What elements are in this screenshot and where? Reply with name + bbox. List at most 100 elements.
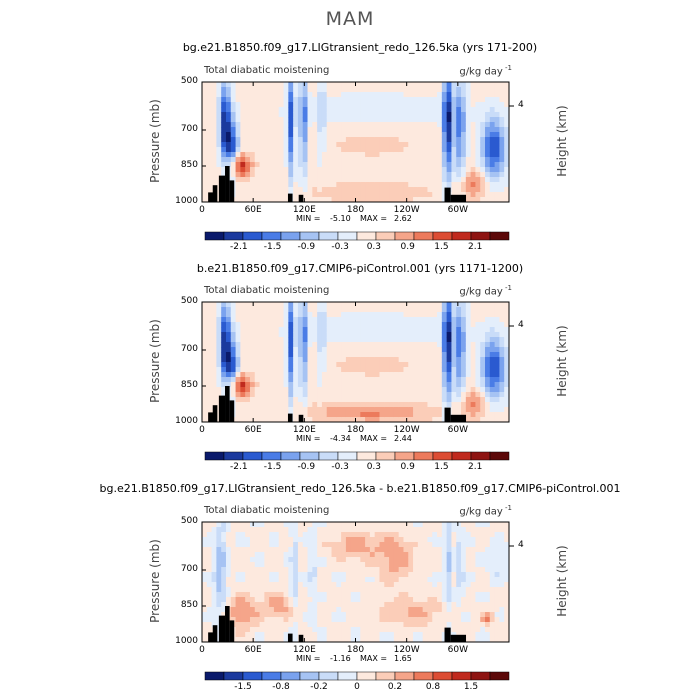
heatmap-cell (360, 547, 366, 553)
heatmap-cell (451, 112, 457, 118)
heatmap-cell (211, 357, 217, 363)
heatmap-cell (470, 532, 476, 538)
heatmap-cell (278, 572, 284, 578)
heatmap-cell (350, 582, 356, 588)
heatmap-cell (398, 417, 404, 423)
heatmap-cell (331, 622, 337, 628)
heatmap-cell (245, 377, 251, 383)
heatmap-cell (504, 387, 510, 393)
heatmap-cell (456, 137, 462, 143)
heatmap-cell (254, 617, 260, 623)
heatmap-cell (345, 312, 352, 318)
heatmap-cell (221, 82, 227, 88)
heatmap-cell (269, 82, 275, 88)
heatmap-cell (451, 362, 457, 368)
heatmap-cell (369, 82, 376, 88)
heatmap-cell (365, 412, 371, 418)
orography-block (287, 413, 293, 422)
heatmap-cell (211, 82, 217, 88)
heatmap-cell (211, 367, 217, 373)
heatmap-cell (475, 382, 481, 388)
heatmap-cell (365, 302, 371, 308)
heatmap-cell (278, 142, 284, 148)
heatmap-cell (461, 357, 467, 363)
heatmap-cell (293, 577, 299, 583)
heatmap-cell (317, 117, 323, 123)
heatmap-cell (264, 612, 270, 618)
heatmap-cell (254, 392, 260, 398)
heatmap-cell (384, 527, 390, 533)
heatmap-cell (451, 357, 457, 363)
heatmap-cell (504, 377, 510, 383)
heatmap-cell (470, 127, 476, 133)
heatmap-cell (403, 417, 409, 423)
heatmap-cell (441, 387, 448, 393)
heatmap-cell (283, 97, 289, 103)
heatmap-cell (504, 362, 510, 368)
heatmap-cell (494, 137, 500, 143)
heatmap-cell (302, 132, 308, 138)
heatmap-cell (489, 352, 496, 358)
heatmap-cell (398, 542, 404, 548)
heatmap-cell (350, 172, 356, 178)
heatmap-cell (283, 177, 289, 183)
heatmap-cell (245, 162, 251, 168)
heatmap-cell (235, 417, 241, 423)
heatmap-cell (432, 627, 438, 633)
heatmap-cell (465, 547, 472, 553)
heatmap-cell (413, 322, 419, 328)
heatmap-cell (393, 387, 400, 393)
heatmap-cell (221, 347, 227, 353)
heatmap-cell (480, 367, 486, 373)
heatmap-cell (365, 632, 371, 638)
heatmap-cell (249, 357, 256, 363)
heatmap-cell (408, 587, 414, 593)
heatmap-cell (317, 157, 323, 163)
heatmap-cell (269, 602, 275, 608)
heatmap-cell (264, 317, 270, 323)
heatmap-cell (307, 162, 313, 168)
heatmap-cell (470, 192, 476, 198)
heatmap-cell (312, 592, 318, 598)
heatmap-cell (389, 402, 395, 408)
heatmap-cell (393, 417, 400, 423)
heatmap-cell (341, 97, 347, 103)
heatmap-cell (216, 142, 222, 148)
heatmap-cell (264, 397, 270, 403)
heatmap-cell (341, 577, 347, 583)
heatmap-cell (427, 347, 433, 353)
heatmap-cell (461, 97, 467, 103)
heatmap-cell (216, 132, 222, 138)
heatmap-cell (355, 557, 361, 563)
heatmap-cell (365, 172, 371, 178)
heatmap-cell (293, 112, 299, 118)
heatmap-cell (432, 302, 438, 308)
heatmap-cell (259, 637, 265, 643)
y-tick-label: 500 (180, 76, 198, 86)
heatmap-cell (432, 617, 438, 623)
heatmap-cell (336, 542, 342, 548)
heatmap-cell (393, 312, 400, 318)
heatmap-cell (321, 547, 328, 553)
heatmap-cell (461, 552, 467, 558)
heatmap-cell (374, 532, 380, 538)
heatmap-cell (374, 97, 380, 103)
heatmap-cell (369, 157, 376, 163)
heatmap-cell (273, 402, 280, 408)
heatmap-cell (365, 347, 371, 353)
heatmap-cell (307, 182, 313, 188)
heatmap-cell (422, 572, 428, 578)
heatmap-cell (288, 557, 294, 563)
orography-block (287, 633, 293, 642)
heatmap-cell (259, 102, 265, 108)
heatmap-cell (254, 592, 260, 598)
heatmap-cell (321, 332, 328, 338)
heatmap-cell (288, 122, 294, 128)
heatmap-cell (451, 612, 457, 618)
heatmap-cell (470, 632, 476, 638)
heatmap-cell (489, 347, 496, 353)
heatmap-cell (485, 302, 491, 308)
heatmap-cell (369, 582, 376, 588)
heatmap-cell (465, 322, 472, 328)
heatmap-cell (379, 152, 385, 158)
